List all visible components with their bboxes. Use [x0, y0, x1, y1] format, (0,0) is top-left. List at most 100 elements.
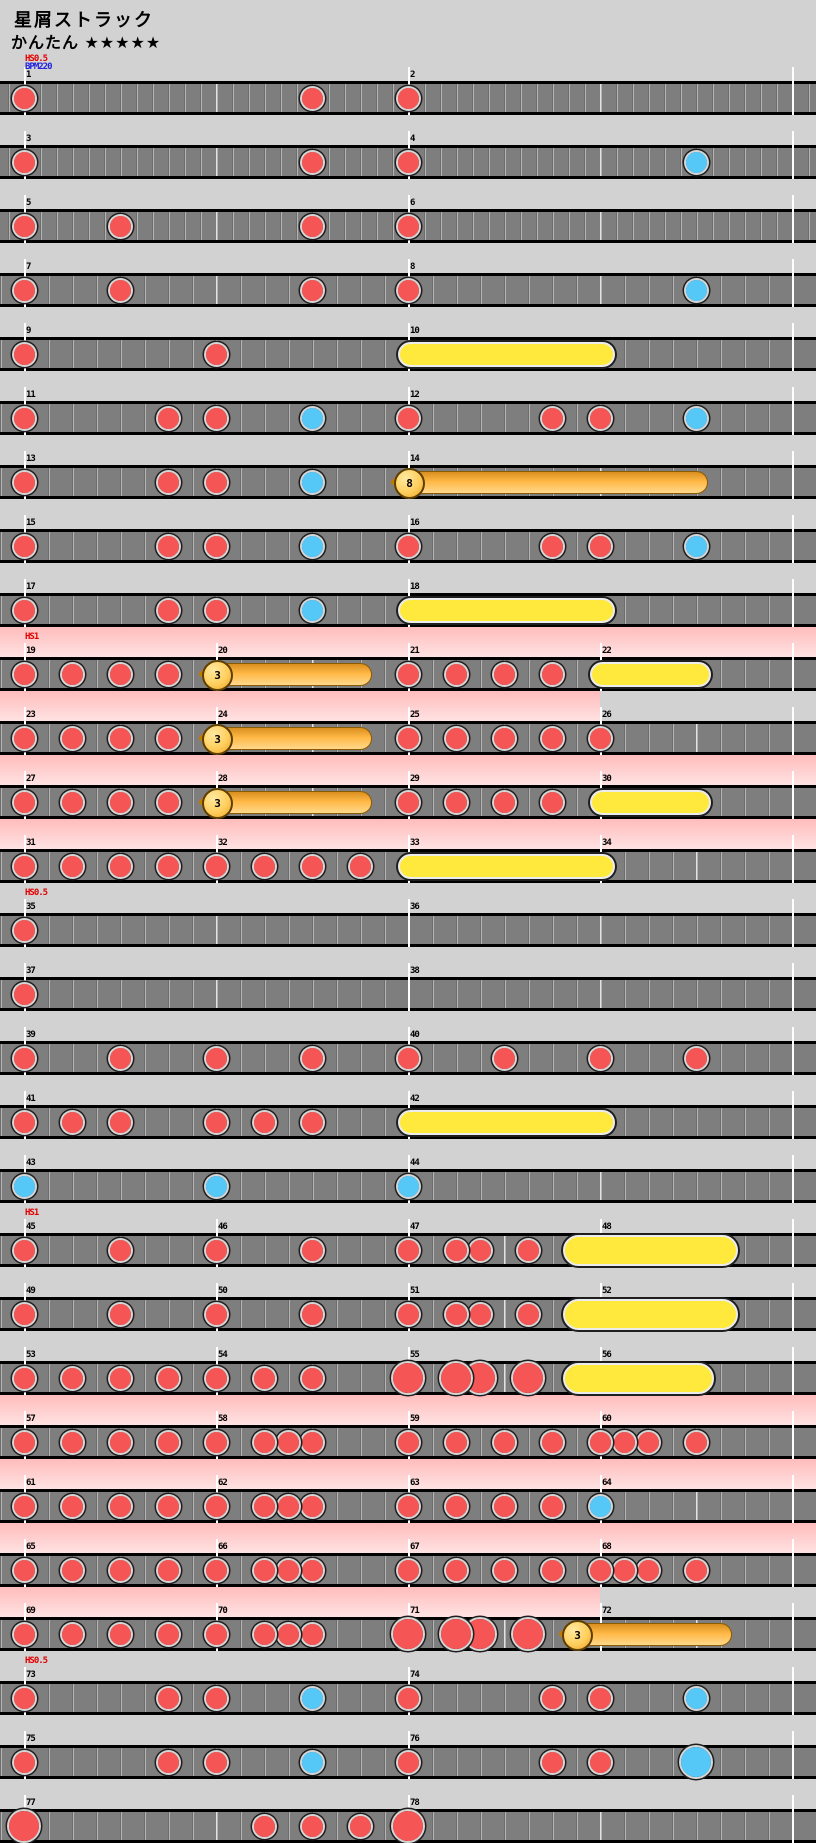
measure-number: 21 — [410, 646, 420, 656]
don-note — [541, 1431, 563, 1453]
half-measure-line — [600, 1172, 601, 1200]
row-end-line — [792, 579, 794, 627]
big-don-note — [393, 1619, 423, 1649]
don-note — [157, 1431, 179, 1453]
don-note — [397, 1431, 419, 1453]
don-note — [253, 1559, 275, 1581]
hs-marker: HS1 — [25, 1208, 39, 1218]
ka-note — [685, 1687, 707, 1709]
measure-number: 69 — [26, 1606, 36, 1616]
don-note — [445, 1431, 467, 1453]
ka-note — [685, 151, 707, 173]
don-note — [61, 1111, 83, 1133]
row-end-line — [792, 387, 794, 435]
don-note — [349, 1815, 371, 1837]
don-note — [157, 1623, 179, 1645]
measure-number: 12 — [410, 390, 420, 400]
don-note — [253, 1623, 275, 1645]
balloon-note-bar — [408, 471, 708, 494]
don-note — [445, 1559, 467, 1581]
don-note — [205, 599, 227, 621]
don-note — [157, 471, 179, 493]
big-don-note — [393, 1811, 423, 1841]
measure-number: 38 — [410, 966, 420, 976]
drumroll-note — [562, 1234, 738, 1266]
half-measure-line — [216, 916, 217, 944]
don-note — [277, 1623, 299, 1645]
half-measure-line — [216, 84, 217, 112]
row-end-line — [792, 1475, 794, 1523]
measure-number: 74 — [410, 1670, 420, 1680]
drumroll-note — [397, 853, 615, 879]
don-note — [13, 727, 35, 749]
measure-number: 48 — [602, 1222, 612, 1232]
row-end-line — [792, 1731, 794, 1779]
don-note — [277, 1559, 299, 1581]
don-note — [13, 279, 35, 301]
don-note — [13, 1559, 35, 1581]
row-end-line — [792, 1219, 794, 1267]
don-note — [685, 1431, 707, 1453]
half-measure-line — [600, 916, 601, 944]
balloon-note-bar — [216, 791, 372, 814]
lane-grid — [0, 1556, 816, 1584]
don-note — [13, 663, 35, 685]
don-note — [157, 855, 179, 877]
measure-number: 47 — [410, 1222, 420, 1232]
measure-number: 61 — [26, 1478, 36, 1488]
gogo-background — [0, 1587, 600, 1617]
don-note — [397, 407, 419, 429]
don-note — [397, 1751, 419, 1773]
don-note — [61, 727, 83, 749]
measure-number: 34 — [602, 838, 612, 848]
don-note — [13, 215, 35, 237]
drumroll-note — [397, 341, 615, 367]
hs-marker: HS1 — [25, 632, 39, 642]
don-note — [613, 1431, 635, 1453]
don-note — [13, 1303, 35, 1325]
measure-number: 20 — [218, 646, 228, 656]
ka-note — [301, 471, 323, 493]
row-end-line — [792, 1603, 794, 1651]
measure-number: 36 — [410, 902, 420, 912]
don-note — [157, 407, 179, 429]
don-note — [301, 855, 323, 877]
measure-number: 57 — [26, 1414, 36, 1424]
drumroll-note — [397, 1109, 615, 1135]
don-note — [301, 1111, 323, 1133]
balloon-note-head: 3 — [202, 660, 233, 691]
don-note — [253, 1111, 275, 1133]
balloon-count: 3 — [214, 669, 221, 682]
half-measure-line — [504, 1620, 505, 1648]
row-end-line — [792, 835, 794, 883]
don-note — [301, 1239, 323, 1261]
don-note — [301, 151, 323, 173]
don-note — [13, 471, 35, 493]
don-note — [589, 1559, 611, 1581]
don-note — [541, 535, 563, 557]
don-note — [445, 663, 467, 685]
don-note — [205, 1239, 227, 1261]
don-note — [541, 791, 563, 813]
measure-number: 51 — [410, 1286, 420, 1296]
measure-number: 53 — [26, 1350, 36, 1360]
row-end-line — [792, 1155, 794, 1203]
balloon-note-head: 3 — [202, 788, 233, 819]
half-measure-line — [696, 852, 697, 880]
don-note — [109, 727, 131, 749]
ka-note — [397, 1175, 419, 1197]
don-note — [13, 1367, 35, 1389]
don-note — [301, 87, 323, 109]
measure-number: 13 — [26, 454, 36, 464]
don-note — [589, 1751, 611, 1773]
drumroll-note — [589, 789, 711, 815]
half-measure-line — [504, 1236, 505, 1264]
measure-number: 10 — [410, 326, 420, 336]
drumroll-note — [562, 1298, 738, 1330]
don-note — [13, 791, 35, 813]
measure-number: 68 — [602, 1542, 612, 1552]
half-measure-line — [216, 212, 217, 240]
don-note — [397, 791, 419, 813]
don-note — [205, 407, 227, 429]
